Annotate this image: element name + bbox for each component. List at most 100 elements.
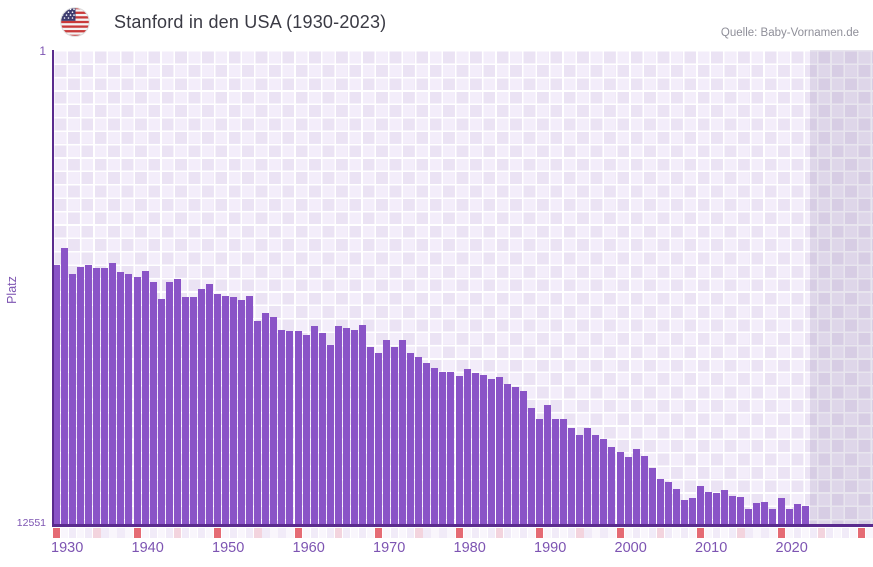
bar-1963[interactable] <box>318 332 326 524</box>
bar-1935[interactable] <box>93 268 101 524</box>
bar-1956[interactable] <box>262 312 270 524</box>
bar-2008[interactable] <box>680 500 688 524</box>
bar-1985[interactable] <box>495 377 503 524</box>
bar-1940[interactable] <box>133 276 141 524</box>
bar-1968[interactable] <box>358 324 366 524</box>
bar-1984[interactable] <box>487 378 495 524</box>
bar-1939[interactable] <box>125 273 133 524</box>
bar-1980[interactable] <box>455 376 463 524</box>
bar-1961[interactable] <box>302 334 310 524</box>
bar-2021[interactable] <box>785 509 793 524</box>
bar-1990[interactable] <box>536 419 543 524</box>
bar-2002[interactable] <box>632 449 640 524</box>
bar-2019[interactable] <box>769 508 777 524</box>
bar-2013[interactable] <box>721 490 729 524</box>
bar-1995[interactable] <box>576 435 584 524</box>
bar-1970[interactable] <box>375 352 382 524</box>
bar-2015[interactable] <box>737 497 745 524</box>
bar-1941[interactable] <box>141 270 149 524</box>
bar-1958[interactable] <box>278 329 286 524</box>
bar-1954[interactable] <box>246 296 254 524</box>
bar-1983[interactable] <box>479 374 487 524</box>
bar-1943[interactable] <box>157 298 165 524</box>
bar-1962[interactable] <box>310 325 318 524</box>
timeline-cell-1980 <box>455 528 463 538</box>
bar-1945[interactable] <box>173 278 181 524</box>
bar-1993[interactable] <box>560 419 568 524</box>
bar-1960[interactable] <box>294 330 302 524</box>
bar-1948[interactable] <box>197 289 205 524</box>
bar-1997[interactable] <box>592 434 600 524</box>
bar-1969[interactable] <box>366 346 374 524</box>
bar-1975[interactable] <box>415 357 423 524</box>
bar-1942[interactable] <box>149 281 157 524</box>
bar-1959[interactable] <box>286 330 294 524</box>
bar-1965[interactable] <box>334 325 342 524</box>
bar-1976[interactable] <box>423 363 431 524</box>
bar-1994[interactable] <box>568 427 576 524</box>
bar-2004[interactable] <box>648 468 656 524</box>
y-axis-line <box>52 50 54 527</box>
bar-1987[interactable] <box>511 386 519 524</box>
bar-1947[interactable] <box>189 297 197 524</box>
bar-2000[interactable] <box>616 451 624 524</box>
bar-1992[interactable] <box>552 419 560 524</box>
bar-1953[interactable] <box>238 299 246 524</box>
bar-1932[interactable] <box>69 274 77 524</box>
bar-2005[interactable] <box>656 479 664 524</box>
timeline-cell-1976 <box>423 528 431 538</box>
bar-1971[interactable] <box>383 339 391 524</box>
bar-2009[interactable] <box>688 498 696 524</box>
bar-1989[interactable] <box>527 407 535 524</box>
bar-1952[interactable] <box>230 297 238 524</box>
bar-2001[interactable] <box>624 456 632 524</box>
bar-2023[interactable] <box>801 505 809 524</box>
bar-1988[interactable] <box>519 391 527 524</box>
bar-2003[interactable] <box>640 456 648 524</box>
bar-2007[interactable] <box>672 488 680 524</box>
bar-1974[interactable] <box>407 352 415 524</box>
bar-1981[interactable] <box>463 369 471 524</box>
bar-2011[interactable] <box>705 491 713 524</box>
bar-1979[interactable] <box>447 371 455 524</box>
bar-2006[interactable] <box>664 481 672 524</box>
bar-1946[interactable] <box>181 297 189 524</box>
bar-1930[interactable] <box>53 264 60 524</box>
bar-1973[interactable] <box>399 340 407 524</box>
timeline-cell-1983 <box>479 528 487 538</box>
bar-1966[interactable] <box>342 328 350 524</box>
bar-1964[interactable] <box>326 345 334 524</box>
bar-2020[interactable] <box>777 497 785 524</box>
bar-2022[interactable] <box>793 504 801 524</box>
bar-1944[interactable] <box>165 281 173 524</box>
bar-2017[interactable] <box>753 502 761 524</box>
bar-1972[interactable] <box>391 346 399 524</box>
bar-1951[interactable] <box>222 296 230 524</box>
bar-1937[interactable] <box>109 262 117 524</box>
x-tick-2000: 2000 <box>614 540 647 556</box>
bar-2010[interactable] <box>697 485 704 524</box>
bar-1955[interactable] <box>254 320 262 524</box>
bar-1950[interactable] <box>214 293 221 524</box>
bar-1977[interactable] <box>431 367 439 524</box>
bar-1936[interactable] <box>101 267 109 524</box>
bar-2018[interactable] <box>761 501 769 524</box>
bar-1949[interactable] <box>205 283 213 524</box>
bar-1934[interactable] <box>85 264 93 524</box>
bar-1933[interactable] <box>77 267 85 524</box>
bar-1967[interactable] <box>350 329 358 524</box>
bar-1998[interactable] <box>600 439 608 524</box>
bar-1931[interactable] <box>61 248 69 524</box>
bar-1957[interactable] <box>270 317 278 524</box>
bar-1938[interactable] <box>117 272 125 524</box>
bar-1999[interactable] <box>608 446 616 524</box>
bar-2016[interactable] <box>745 508 753 524</box>
bar-2012[interactable] <box>713 493 721 524</box>
bar-1982[interactable] <box>471 372 479 524</box>
bar-1986[interactable] <box>503 384 511 524</box>
bar-1991[interactable] <box>544 405 552 524</box>
timeline-cell-1935 <box>93 528 101 538</box>
bar-1978[interactable] <box>439 371 447 524</box>
bar-2014[interactable] <box>729 496 737 524</box>
bar-1996[interactable] <box>584 427 592 524</box>
